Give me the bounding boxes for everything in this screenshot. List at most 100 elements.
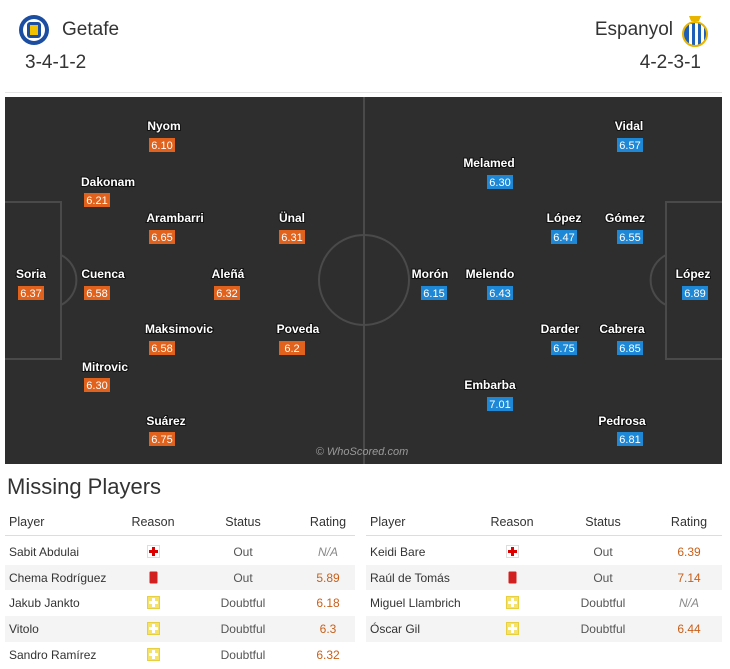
column-header: Rating [309,515,347,529]
rating-badge [149,138,175,152]
reason-icon [506,622,519,636]
status: Out [233,570,253,585]
home-formation: 3-4-1-2 [25,52,87,73]
column-header: Reason [131,515,175,529]
player-name: Melamed [463,156,514,170]
rating: 7.14 [677,570,701,585]
player-rating: 6.75 [151,434,172,446]
watermark: © WhoScored.com [316,446,408,458]
rating-badge [421,286,447,300]
player-rating: 6.15 [423,288,444,300]
rating: N/A [678,596,699,611]
player-rating: 6.81 [619,434,640,446]
table-row [5,616,355,643]
player-name: Chema Rodríguez [9,570,107,585]
home-logo [19,15,49,45]
away-formation: 4-2-3-1 [639,52,701,73]
rating-badge [149,341,175,355]
column-header: Reason [490,515,534,529]
match-header [5,0,722,93]
player-rating: 6.47 [553,232,574,244]
player-name: Miguel Llambrich [370,596,461,611]
player-name: Sabit Abdulai [9,545,80,559]
section-title: Missing Players [7,474,162,499]
player-rating: 6.32 [216,288,237,300]
player-name: Aleñá [212,267,245,281]
player-name: Suárez [146,414,185,428]
pitch: © WhoScored.com Nyom 6.10 Dakonam 6.21 Aramb… [5,97,722,464]
table-row [5,641,355,668]
rating: 6.3 [319,622,337,637]
reason-icon [149,571,158,584]
player-name: Gómez [605,211,645,225]
player-name: Keidi Bare [370,545,426,559]
reason-icon [147,622,160,636]
status: Out [593,570,613,585]
player-name: Jakub Jankto [9,596,80,611]
rating-badge [18,286,44,300]
table-row [366,539,722,565]
away-team-name: Espanyol [594,19,673,40]
reason-icon [508,571,517,584]
rating: 6.44 [677,622,701,637]
reason-icon [147,545,160,558]
player-name: Poveda [277,322,320,336]
reason-icon [147,647,160,661]
column-header: Player [9,515,45,529]
column-header: Player [370,515,406,529]
rating: N/A [317,545,338,559]
rating: 6.39 [677,545,701,559]
status: Doubtful [220,596,266,611]
player-rating: 6.30 [86,380,107,392]
player-name: Cuenca [81,267,125,281]
player-rating: 6.55 [619,232,640,244]
table-row [366,616,722,643]
column-header: Status [585,515,621,529]
rating-badge [617,230,643,244]
rating-badge [279,341,305,355]
rating-badge [617,138,643,152]
table-row [366,564,722,591]
player-name: Melendo [466,267,515,281]
reason-icon [506,545,519,558]
player-rating: 6.37 [20,288,41,300]
rating-badge [617,341,643,355]
table-header-row [366,509,722,536]
player-name: Pedrosa [598,414,646,428]
player-name: Morón [412,267,449,281]
rating-badge [551,341,577,355]
player-name: López [547,211,582,225]
rating-badge [279,230,305,244]
status: Doubtful [580,622,626,637]
player-rating: 6.58 [86,288,107,300]
player-rating: 6.65 [151,232,172,244]
rating: 6.32 [316,647,340,662]
player-name: Dakonam [81,175,135,189]
player-rating: 6.21 [86,195,107,207]
column-header: Rating [670,515,708,529]
table-row [5,590,355,617]
reason-icon [506,596,519,610]
player-rating: 6.75 [553,343,574,355]
table-row [366,590,722,617]
rating-badge [487,286,513,300]
table-row [5,564,355,591]
player-name: Cabrera [599,322,645,336]
status: Doubtful [580,596,626,611]
player-name: Darder [541,322,580,336]
player-name: Sandro Ramírez [9,647,97,662]
rating-badge [617,432,643,446]
player-rating: 6.57 [619,140,640,152]
player-rating: 7.01 [489,399,510,411]
player-rating: 6.31 [281,232,302,244]
player-rating: 6.30 [489,177,510,189]
rating-badge [487,175,513,189]
player-name: López [676,267,711,281]
player-name: Embarba [464,378,516,392]
player-name: Arambarri [146,211,203,225]
rating-badge [149,230,175,244]
player-name: Nyom [147,119,180,133]
player-rating: 6.2 [284,343,299,355]
rating-badge [682,286,708,300]
